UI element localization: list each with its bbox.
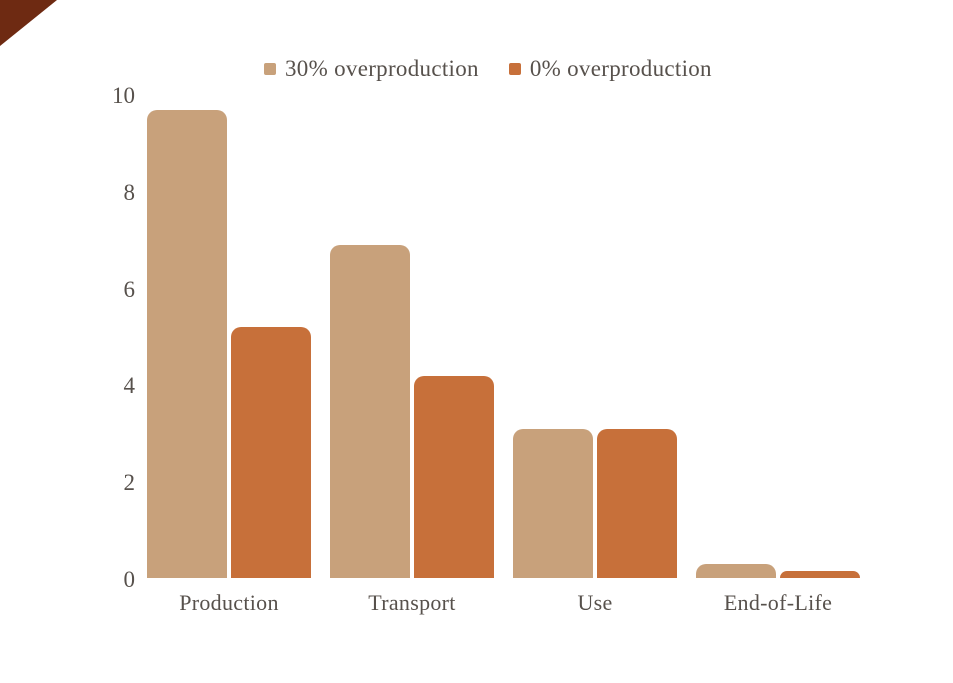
legend-label-0pct: 0% overproduction	[529, 56, 712, 81]
y-axis-tick-label: 10	[112, 83, 135, 108]
bar-transport-30pct	[330, 245, 410, 578]
bar-transport-0pct	[414, 375, 494, 578]
legend-swatch-0pct	[508, 63, 521, 75]
legend-label-30pct: 30% overproduction	[285, 56, 479, 81]
legend-item-0pct-overproduction: 0% overproduction	[508, 56, 712, 82]
y-axis-tick-label: 6	[123, 276, 136, 302]
x-axis-label-production: Production	[179, 590, 279, 615]
bar-end-of-life-30pct	[696, 563, 776, 578]
y-axis-tick-label: 4	[123, 373, 136, 399]
x-axis-label-use: Use	[577, 590, 613, 615]
x-axis-label-end-of-life: End-of-Life	[723, 590, 833, 615]
bar-use-30pct	[513, 428, 593, 578]
x-axis-label-transport: Transport	[368, 590, 456, 615]
corner-accent-icon	[0, 0, 57, 46]
y-axis-tick-label: 2	[123, 470, 136, 496]
bar-production-0pct	[231, 327, 311, 578]
bar-use-0pct	[597, 428, 677, 578]
y-axis-tick-label: 0	[123, 567, 136, 592]
bar-production-30pct	[147, 110, 227, 578]
legend-swatch-30pct	[264, 63, 276, 75]
bar-end-of-life-0pct	[780, 570, 860, 578]
chart-legend: 30% overproduction 0% overproduction	[264, 54, 712, 84]
y-axis-tick-label: 8	[123, 179, 136, 205]
legend-item-30pct-overproduction: 30% overproduction	[264, 56, 479, 82]
